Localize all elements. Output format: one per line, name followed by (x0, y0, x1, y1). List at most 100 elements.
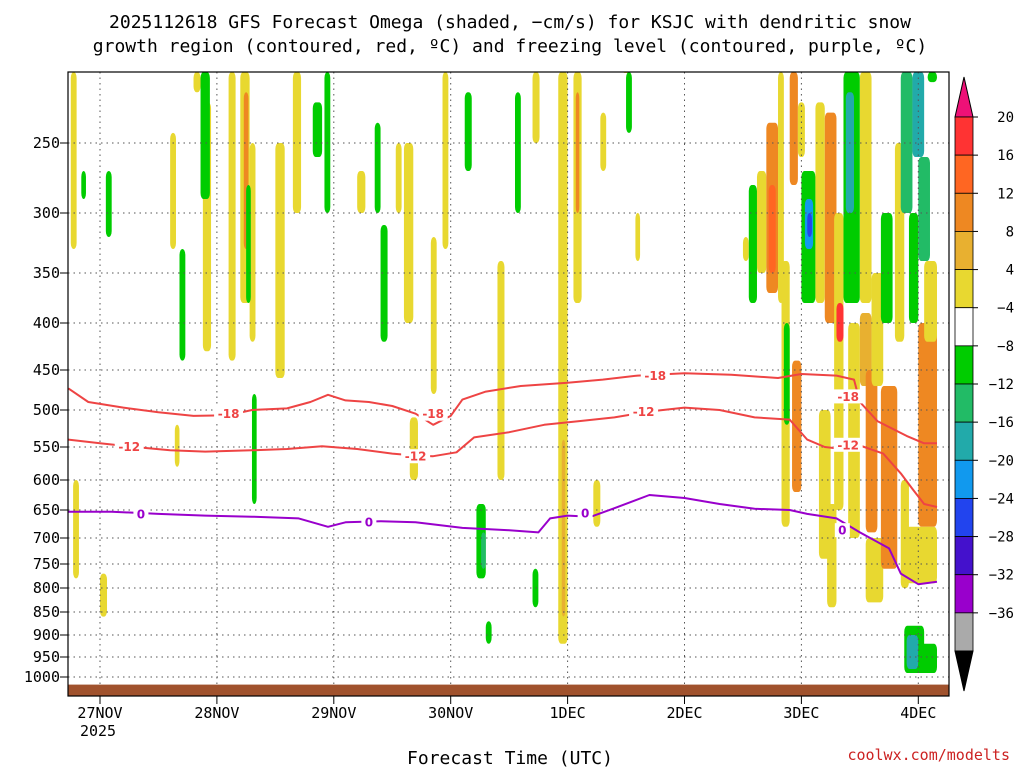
omega-cell (912, 72, 925, 157)
omega-cell (442, 72, 449, 249)
omega-cell (561, 439, 566, 617)
plot-frame (67, 71, 950, 697)
contour-label: -12 (118, 440, 140, 454)
contour-label-bg (629, 404, 659, 419)
x-tick-label: 29NOV (311, 704, 356, 722)
chart-title-line-2: growth region (contoured, red, ºC) and f… (93, 36, 927, 57)
omega-cell (859, 313, 872, 386)
contour-label-bg (418, 406, 448, 421)
colorbar-label: −12 (989, 377, 1014, 393)
omega-cell (170, 132, 176, 249)
omega-cell (918, 643, 938, 673)
colorbar-label: 8 (1006, 224, 1014, 240)
contour-label: 0 (137, 507, 145, 521)
colorbar-label: −28 (989, 530, 1014, 546)
colorbar-swatch (954, 459, 974, 499)
contour-label-bg (640, 368, 670, 383)
ground-surface (68, 684, 949, 696)
y-tick-label: 350 (33, 264, 60, 282)
contour-label-bg (833, 437, 863, 452)
omega-cell (871, 273, 884, 386)
omega-cell (532, 568, 539, 608)
omega-cell (593, 480, 601, 527)
omega-cell (514, 92, 521, 213)
contour-label-bg (834, 523, 850, 538)
omega-cell (834, 213, 844, 510)
omega-cell (228, 72, 236, 361)
y-tick-label: 450 (33, 361, 60, 379)
omega-cell (497, 261, 505, 480)
colorbar-label: −8 (997, 339, 1014, 355)
omega-cell (200, 72, 210, 199)
omega-cell (827, 504, 837, 608)
omega-cell (906, 635, 919, 669)
omega-cell (626, 72, 632, 133)
y-axis: 250 300 350 400 450 500 550 600 650 700 750 800 850 9… (24, 134, 68, 686)
omega-cell (742, 237, 749, 261)
y-tick-label: 300 (33, 204, 60, 222)
colorbar-label: −24 (989, 491, 1014, 507)
omega-cell (193, 72, 201, 93)
colorbar-swatch (954, 383, 974, 423)
contour-label: -18 (218, 407, 240, 421)
x-tick-label: 3DEC (783, 704, 819, 722)
x-tick-label: 27NOV (77, 704, 122, 722)
omega-cell (105, 171, 112, 237)
omega-cell (73, 480, 79, 579)
colorbar-label: 20 (997, 110, 1014, 126)
contour-label: 0 (365, 515, 373, 529)
contour-label: -18 (837, 390, 859, 404)
x-tick-label: 30NOV (428, 704, 473, 722)
contour-layer: -18 -18 -18 -18 -12 -12 -12 -12 0 0 0 0 (67, 368, 938, 586)
omega-shading-layer (70, 72, 938, 673)
contour-label: -18 (644, 369, 666, 383)
credit-text: coolwx.com/modelts (847, 746, 1010, 764)
omega-cell (430, 237, 437, 394)
omega-cell (70, 72, 77, 249)
omega-cell (908, 213, 919, 323)
colorbar-swatch (954, 192, 974, 232)
colorbar-label: −4 (997, 301, 1014, 317)
omega-cell (865, 538, 884, 603)
colorbar-swatch (954, 269, 974, 309)
contour-label: -18 (422, 407, 444, 421)
omega-cell (275, 143, 285, 378)
y-tick-label: 400 (33, 314, 60, 332)
y-tick-label: 750 (33, 555, 60, 573)
omega-cell (100, 573, 108, 617)
omega-cell (848, 323, 860, 538)
y-tick-label: 550 (33, 438, 60, 456)
contour-line-0 (68, 494, 938, 586)
omega-cell (815, 102, 825, 303)
omega-cell (824, 112, 837, 323)
omega-cell (403, 143, 414, 323)
omega-cell (249, 143, 256, 342)
colorbar-bottom-triangle (954, 650, 974, 692)
omega-cell (174, 424, 180, 467)
contour-label-bg (577, 505, 593, 520)
y-tick-label: 850 (33, 603, 60, 621)
omega-cell (485, 621, 492, 644)
omega-cell (464, 92, 472, 171)
colorbar-swatch (954, 498, 974, 537)
omega-cell (756, 171, 767, 273)
omega-cell (768, 185, 776, 273)
omega-cell (481, 532, 486, 569)
colorbar-swatch (954, 345, 974, 385)
omega-cell (179, 249, 186, 361)
omega-cell (81, 171, 86, 199)
colorbar-label: −16 (989, 415, 1014, 431)
omega-cell (880, 386, 898, 569)
colorbar-swatch (954, 231, 974, 270)
y-tick-label: 900 (33, 626, 60, 644)
colorbar-label: −32 (989, 568, 1014, 584)
omega-cell (880, 213, 893, 323)
colorbar-label: 16 (997, 148, 1014, 164)
omega-cell (924, 261, 938, 342)
colorbar-swatch (954, 307, 974, 347)
y-tick-label: 650 (33, 501, 60, 519)
contour-label-bg (214, 406, 244, 421)
omega-cell (635, 213, 641, 261)
omega-cell (778, 72, 784, 303)
